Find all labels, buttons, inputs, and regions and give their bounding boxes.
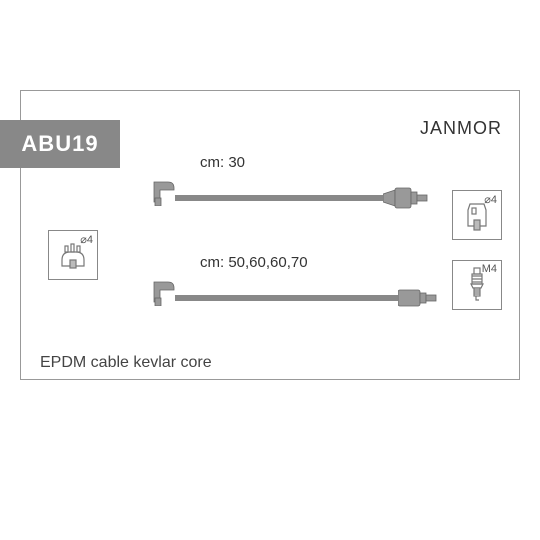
sparkplug-connector-box: M4 <box>452 260 502 310</box>
coil-diameter-label: ⌀4 <box>484 193 497 206</box>
cable1-wire <box>175 195 385 201</box>
cable1-length-label: cm: 30 <box>200 154 245 171</box>
distributor-connector-box: ⌀4 <box>48 230 98 280</box>
cable2-wire <box>175 295 400 301</box>
cable-material-label: EPDM cable kevlar core <box>40 354 212 372</box>
coil-connector-box: ⌀4 <box>452 190 502 240</box>
cable2-right-plug-icon <box>398 286 438 310</box>
brand-label: JANMOR <box>420 118 502 139</box>
cable2-length-label: cm: 50,60,60,70 <box>200 254 308 271</box>
distributor-diameter-label: ⌀4 <box>80 233 93 246</box>
cable1-right-plug-icon <box>383 186 431 210</box>
product-code-badge: ABU19 <box>0 120 120 168</box>
cable1-left-plug-icon <box>150 178 178 206</box>
cable2-left-plug-icon <box>150 278 178 306</box>
sparkplug-thread-label: M4 <box>482 263 497 275</box>
product-code-text: ABU19 <box>21 131 98 157</box>
